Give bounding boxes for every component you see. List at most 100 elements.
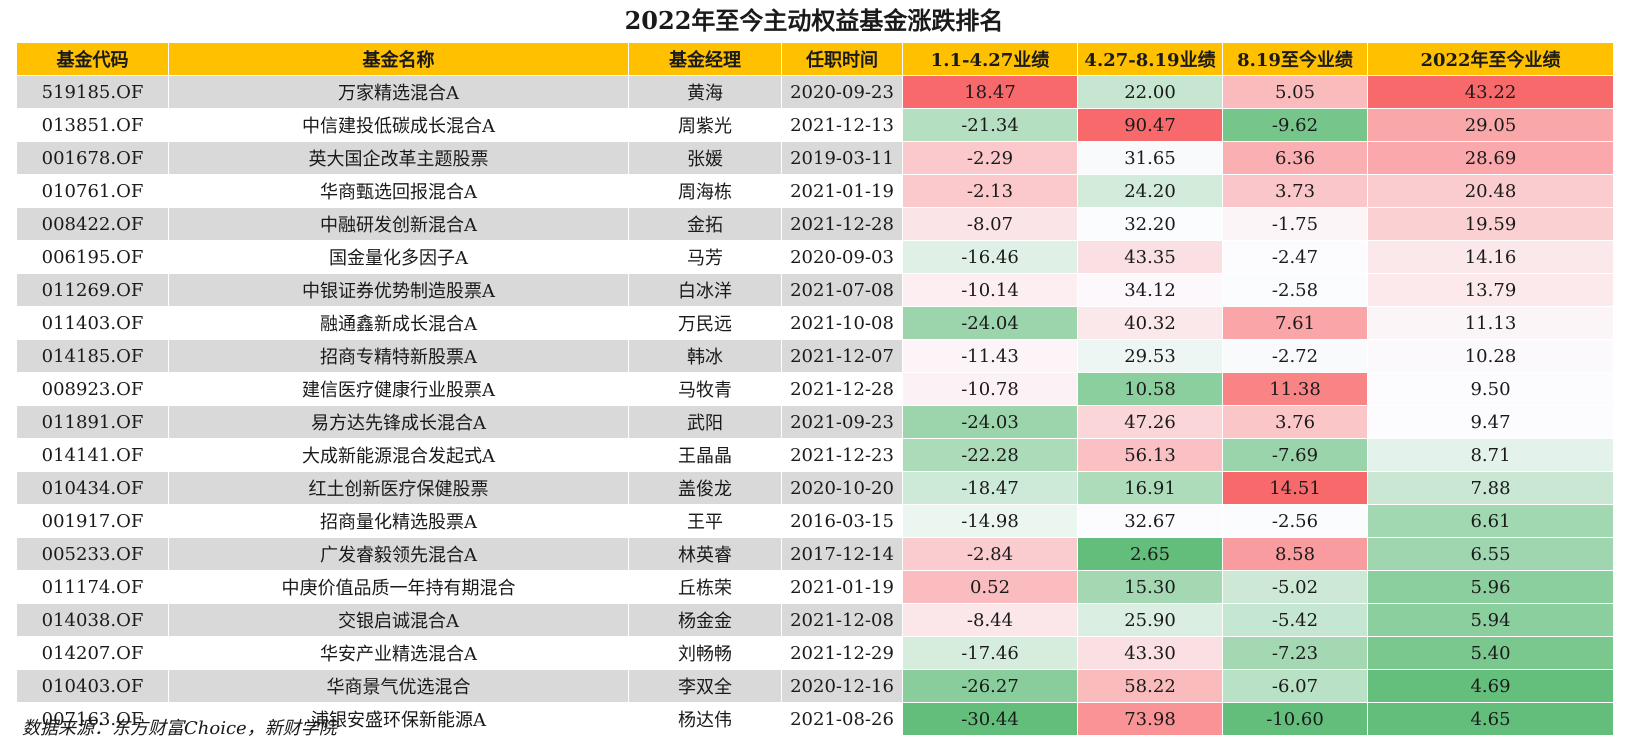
perf-2-cell: 73.98 xyxy=(1077,702,1223,736)
manager-cell: 白冰洋 xyxy=(628,273,782,307)
perf-3-cell: 7.61 xyxy=(1222,306,1368,340)
perf-3-cell: -6.07 xyxy=(1222,669,1368,703)
perf-1-cell: -22.28 xyxy=(902,438,1078,472)
manager-cell: 周海栋 xyxy=(628,174,782,208)
perf-1-cell: -16.46 xyxy=(902,240,1078,274)
perf-2-cell: 22.00 xyxy=(1077,75,1223,109)
table-row: 011403.OF 融通鑫新成长混合A 万民远 2021-10-08 -24.04 40.… xyxy=(16,306,1614,340)
manager-cell: 丘栋荣 xyxy=(628,570,782,604)
fund-name-cell: 中庚价值品质一年持有期混合 xyxy=(168,570,629,604)
fund-name-cell: 中信建投低碳成长混合A xyxy=(168,108,629,142)
fund-code-cell: 001678.OF xyxy=(16,141,169,175)
fund-name-cell: 华安产业精选混合A xyxy=(168,636,629,670)
perf-1-cell: -10.14 xyxy=(902,273,1078,307)
table-row: 519185.OF 万家精选混合A 黄海 2020-09-23 18.47 22.00 5.… xyxy=(16,75,1614,109)
manager-cell: 杨达伟 xyxy=(628,702,782,736)
perf-3-cell: 5.05 xyxy=(1222,75,1368,109)
tenure-cell: 2020-09-23 xyxy=(781,75,903,109)
perf-ytd-cell: 13.79 xyxy=(1367,273,1614,307)
perf-ytd-cell: 29.05 xyxy=(1367,108,1614,142)
table-row: 014185.OF 招商专精特新股票A 韩冰 2021-12-07 -11.43 29.5… xyxy=(16,339,1614,373)
perf-1-cell: -21.34 xyxy=(902,108,1078,142)
perf-ytd-cell: 4.65 xyxy=(1367,702,1614,736)
fund-code-cell: 005233.OF xyxy=(16,537,169,571)
tenure-cell: 2021-01-19 xyxy=(781,570,903,604)
table-row: 008923.OF 建信医疗健康行业股票A 马牧青 2021-12-28 -10.78 1… xyxy=(16,372,1614,406)
perf-1-cell: -2.13 xyxy=(902,174,1078,208)
perf-2-cell: 10.58 xyxy=(1077,372,1223,406)
table-row: 011174.OF 中庚价值品质一年持有期混合 丘栋荣 2021-01-19 0.52 1… xyxy=(16,570,1614,604)
perf-ytd-cell: 5.96 xyxy=(1367,570,1614,604)
fund-code-cell: 011403.OF xyxy=(16,306,169,340)
perf-3-cell: 8.58 xyxy=(1222,537,1368,571)
perf-1-cell: -11.43 xyxy=(902,339,1078,373)
perf-3-cell: -2.72 xyxy=(1222,339,1368,373)
manager-cell: 盖俊龙 xyxy=(628,471,782,505)
perf-3-cell: -2.58 xyxy=(1222,273,1368,307)
fund-name-cell: 华商甄选回报混合A xyxy=(168,174,629,208)
table-row: 010403.OF 华商景气优选混合 李双全 2020-12-16 -26.27 58.2… xyxy=(16,669,1614,703)
tenure-cell: 2021-12-23 xyxy=(781,438,903,472)
table-row: 014141.OF 大成新能源混合发起式A 王晶晶 2021-12-23 -22.28 5… xyxy=(16,438,1614,472)
fund-code-cell: 014038.OF xyxy=(16,603,169,637)
fund-code-cell: 008923.OF xyxy=(16,372,169,406)
table-row: 008422.OF 中融研发创新混合A 金拓 2021-12-28 -8.07 32.20… xyxy=(16,207,1614,241)
fund-code-cell: 014141.OF xyxy=(16,438,169,472)
perf-3-cell: -1.75 xyxy=(1222,207,1368,241)
fund-name-cell: 广发睿毅领先混合A xyxy=(168,537,629,571)
header-fund-code: 基金代码 xyxy=(16,42,169,76)
perf-1-cell: -18.47 xyxy=(902,471,1078,505)
perf-ytd-cell: 5.94 xyxy=(1367,603,1614,637)
fund-name-cell: 红土创新医疗保健股票 xyxy=(168,471,629,505)
manager-cell: 张媛 xyxy=(628,141,782,175)
fund-code-cell: 001917.OF xyxy=(16,504,169,538)
perf-2-cell: 29.53 xyxy=(1077,339,1223,373)
header-manager: 基金经理 xyxy=(628,42,782,76)
fund-code-cell: 013851.OF xyxy=(16,108,169,142)
fund-name-cell: 中融研发创新混合A xyxy=(168,207,629,241)
manager-cell: 马牧青 xyxy=(628,372,782,406)
table-row: 014207.OF 华安产业精选混合A 刘畅畅 2021-12-29 -17.46 43.… xyxy=(16,636,1614,670)
perf-3-cell: 6.36 xyxy=(1222,141,1368,175)
perf-3-cell: -5.42 xyxy=(1222,603,1368,637)
perf-3-cell: -10.60 xyxy=(1222,702,1368,736)
perf-3-cell: -7.23 xyxy=(1222,636,1368,670)
table-row: 001678.OF 英大国企改革主题股票 张媛 2019-03-11 -2.29 31.6… xyxy=(16,141,1614,175)
table-row: 014038.OF 交银启诚混合A 杨金金 2021-12-08 -8.44 25.90-… xyxy=(16,603,1614,637)
fund-name-cell: 英大国企改革主题股票 xyxy=(168,141,629,175)
perf-2-cell: 31.65 xyxy=(1077,141,1223,175)
table-row: 005233.OF 广发睿毅领先混合A 林英睿 2017-12-14 -2.84 2.65… xyxy=(16,537,1614,571)
perf-2-cell: 56.13 xyxy=(1077,438,1223,472)
header-perf-3: 8.19至今业绩 xyxy=(1222,42,1368,76)
perf-2-cell: 32.67 xyxy=(1077,504,1223,538)
manager-cell: 周紫光 xyxy=(628,108,782,142)
perf-1-cell: -2.84 xyxy=(902,537,1078,571)
fund-code-cell: 010403.OF xyxy=(16,669,169,703)
perf-1-cell: -8.07 xyxy=(902,207,1078,241)
perf-1-cell: -30.44 xyxy=(902,702,1078,736)
manager-cell: 金拓 xyxy=(628,207,782,241)
fund-name-cell: 建信医疗健康行业股票A xyxy=(168,372,629,406)
perf-ytd-cell: 20.48 xyxy=(1367,174,1614,208)
fund-code-cell: 006195.OF xyxy=(16,240,169,274)
tenure-cell: 2021-12-08 xyxy=(781,603,903,637)
perf-3-cell: 3.76 xyxy=(1222,405,1368,439)
manager-cell: 王晶晶 xyxy=(628,438,782,472)
table-row: 011891.OF 易方达先锋成长混合A 武阳 2021-09-23 -24.03 47.… xyxy=(16,405,1614,439)
perf-ytd-cell: 43.22 xyxy=(1367,75,1614,109)
tenure-cell: 2021-08-26 xyxy=(781,702,903,736)
perf-2-cell: 32.20 xyxy=(1077,207,1223,241)
manager-cell: 韩冰 xyxy=(628,339,782,373)
perf-2-cell: 24.20 xyxy=(1077,174,1223,208)
perf-3-cell: -2.47 xyxy=(1222,240,1368,274)
perf-1-cell: -14.98 xyxy=(902,504,1078,538)
perf-ytd-cell: 11.13 xyxy=(1367,306,1614,340)
fund-name-cell: 华商景气优选混合 xyxy=(168,669,629,703)
tenure-cell: 2020-10-20 xyxy=(781,471,903,505)
manager-cell: 林英睿 xyxy=(628,537,782,571)
perf-2-cell: 15.30 xyxy=(1077,570,1223,604)
fund-code-cell: 014185.OF xyxy=(16,339,169,373)
fund-name-cell: 国金量化多因子A xyxy=(168,240,629,274)
chart-title: 2022年至今主动权益基金涨跌排名 xyxy=(624,6,1004,35)
